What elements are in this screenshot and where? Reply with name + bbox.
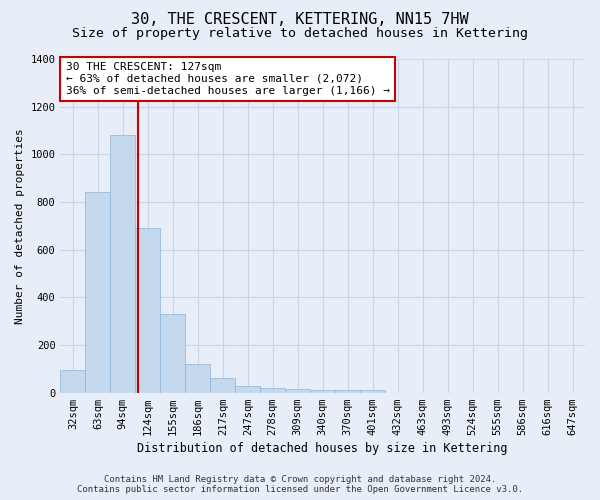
Bar bbox=[85, 192, 110, 392]
Bar bbox=[260, 388, 285, 392]
Text: 30, THE CRESCENT, KETTERING, NN15 7HW: 30, THE CRESCENT, KETTERING, NN15 7HW bbox=[131, 12, 469, 28]
Text: Size of property relative to detached houses in Kettering: Size of property relative to detached ho… bbox=[72, 28, 528, 40]
Bar bbox=[235, 386, 260, 392]
Bar bbox=[310, 390, 335, 392]
Y-axis label: Number of detached properties: Number of detached properties bbox=[15, 128, 25, 324]
Bar bbox=[160, 314, 185, 392]
Bar bbox=[61, 370, 85, 392]
Bar bbox=[285, 389, 310, 392]
Bar bbox=[335, 390, 360, 392]
Bar bbox=[110, 136, 136, 392]
Bar bbox=[210, 378, 235, 392]
Bar bbox=[360, 390, 385, 392]
X-axis label: Distribution of detached houses by size in Kettering: Distribution of detached houses by size … bbox=[137, 442, 508, 455]
Text: 30 THE CRESCENT: 127sqm
← 63% of detached houses are smaller (2,072)
36% of semi: 30 THE CRESCENT: 127sqm ← 63% of detache… bbox=[65, 62, 389, 96]
Bar bbox=[185, 364, 210, 392]
Text: Contains HM Land Registry data © Crown copyright and database right 2024.
Contai: Contains HM Land Registry data © Crown c… bbox=[77, 474, 523, 494]
Bar bbox=[136, 228, 160, 392]
